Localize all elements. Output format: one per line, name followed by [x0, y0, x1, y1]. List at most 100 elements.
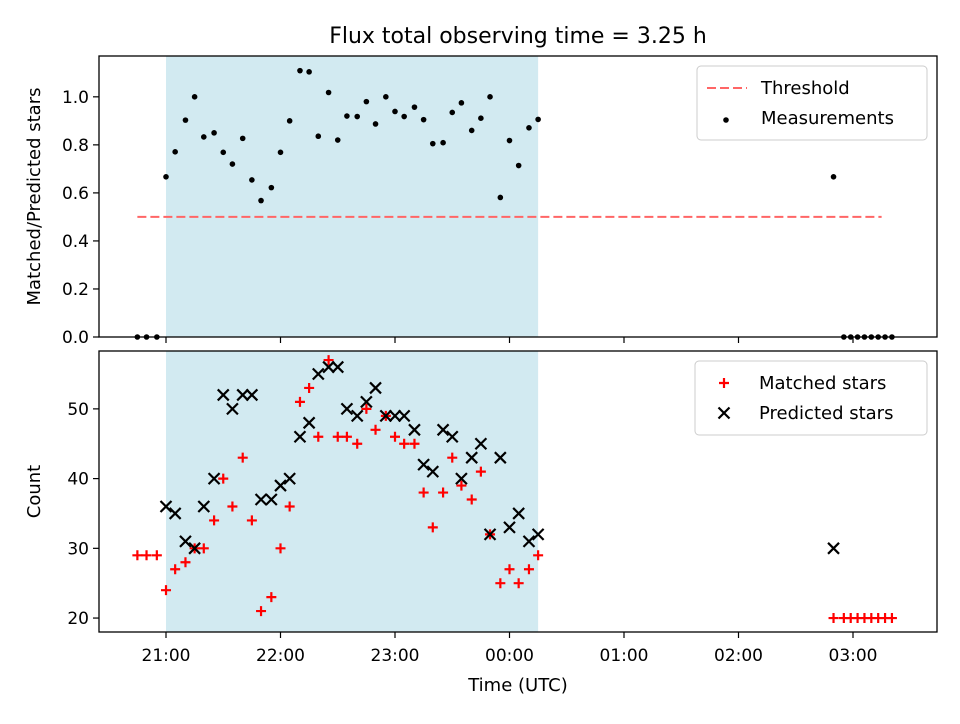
- data-point: [487, 94, 493, 100]
- data-point: [266, 592, 277, 603]
- data-point: [504, 564, 515, 575]
- data-point: [180, 557, 191, 568]
- data-point: [249, 177, 255, 183]
- data-point: [436, 423, 450, 437]
- data-point: [361, 403, 372, 414]
- data-point: [830, 174, 837, 180]
- data-point: [438, 487, 449, 498]
- data-point: [141, 550, 152, 561]
- data-point: [513, 578, 524, 589]
- data-point: [399, 438, 410, 449]
- data-point: [523, 564, 534, 575]
- plot-layer: 0.0 0.2 0.4 0.6 0.8 1.0 Matched/Predicted star…: [24, 55, 938, 666]
- data-point: [256, 606, 267, 617]
- legend-box: [694, 360, 928, 436]
- data-point: [379, 409, 393, 423]
- data-point: [352, 438, 363, 449]
- data-point: [200, 134, 207, 140]
- data-point: [268, 184, 275, 191]
- observing-interval-shade: [166, 351, 539, 632]
- data-point: [354, 113, 361, 120]
- data-point: [313, 431, 324, 442]
- legend-label: Measurements: [761, 108, 894, 129]
- data-point: [515, 162, 522, 169]
- data-point: [440, 139, 446, 146]
- data-point: [306, 69, 312, 75]
- data-point: [332, 431, 343, 442]
- data-point: [418, 487, 429, 498]
- chart-title: Flux total observing time = 3.25 h: [329, 24, 707, 49]
- data-point: [512, 507, 525, 520]
- data-point: [168, 507, 182, 520]
- data-point: [334, 137, 341, 143]
- data-point: [360, 395, 373, 409]
- y-tick-label: 50: [67, 400, 89, 420]
- data-point: [198, 543, 209, 554]
- data-point: [322, 360, 335, 374]
- data-point: [331, 360, 345, 374]
- data-point: [350, 409, 364, 423]
- data-point: [426, 465, 440, 478]
- data-point: [494, 451, 507, 464]
- data-point: [420, 116, 427, 123]
- data-point: [475, 466, 486, 477]
- data-point: [363, 98, 370, 105]
- series-matched-stars: [132, 355, 897, 624]
- data-point: [294, 396, 305, 407]
- data-point: [445, 430, 459, 444]
- data-point: [383, 94, 389, 100]
- data-point: [209, 515, 220, 526]
- legend-label: Threshold: [760, 78, 850, 99]
- data-point: [411, 104, 418, 110]
- y-tick-label: 30: [67, 539, 89, 559]
- data-point: [531, 528, 545, 541]
- data-point: [258, 197, 264, 204]
- axes-frame: [98, 55, 938, 338]
- legend-box: [696, 65, 928, 141]
- data-point: [304, 382, 315, 393]
- x-axis-label: Time (UTC): [467, 675, 568, 696]
- legend-swatch: [719, 378, 729, 388]
- data-point: [226, 402, 239, 416]
- y-tick-label: 0.6: [62, 184, 89, 204]
- data-point: [246, 515, 257, 526]
- data-point: [297, 67, 303, 74]
- panel-2: 20 30 40 50 Count 21:00 22:00 23:00 00:00 01:00 02…: [24, 350, 938, 666]
- panel-1: 0.0 0.2 0.4 0.6 0.8 1.0 Matched/Predicted star…: [24, 55, 938, 348]
- data-point: [533, 550, 544, 561]
- data-point: [220, 149, 227, 156]
- x-tick-label: 00:00: [485, 646, 534, 666]
- data-point: [218, 473, 229, 484]
- data-point: [447, 452, 458, 463]
- data-point: [312, 367, 325, 381]
- data-point: [401, 113, 407, 120]
- data-point: [495, 578, 506, 589]
- data-point: [229, 161, 236, 167]
- x-tick-label: 01:00: [600, 646, 649, 666]
- data-point: [390, 431, 400, 442]
- data-point: [456, 480, 467, 491]
- data-point: [409, 438, 420, 449]
- data-point: [526, 125, 532, 131]
- x-tick-label: 03:00: [829, 646, 878, 666]
- data-point: [497, 194, 504, 201]
- data-point: [254, 493, 268, 506]
- data-point: [227, 501, 238, 512]
- data-point: [293, 430, 307, 444]
- y-tick-label: 20: [67, 609, 89, 629]
- data-point: [458, 100, 465, 106]
- legend-label: Matched stars: [759, 373, 886, 394]
- data-point: [827, 542, 840, 555]
- data-point: [370, 424, 381, 435]
- data-point: [286, 118, 293, 124]
- data-point: [886, 613, 897, 624]
- x-tick-label: 22:00: [256, 646, 305, 666]
- y-tick-label: 0.2: [62, 280, 89, 300]
- data-point: [465, 451, 478, 464]
- data-point: [245, 388, 259, 402]
- data-point: [265, 493, 278, 506]
- data-point: [449, 109, 456, 116]
- data-point: [369, 381, 382, 395]
